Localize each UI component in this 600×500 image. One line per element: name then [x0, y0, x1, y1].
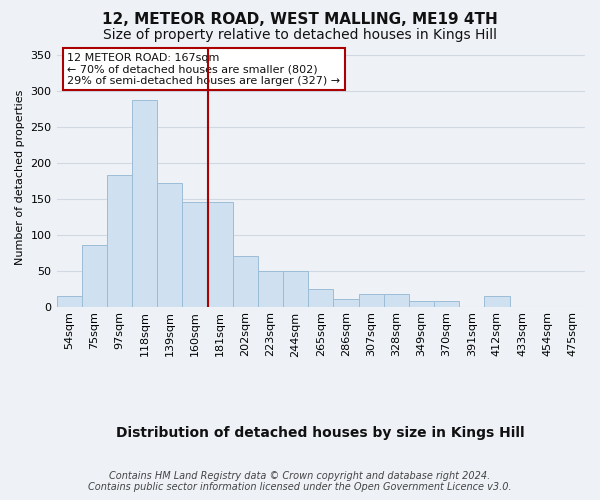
Text: Contains HM Land Registry data © Crown copyright and database right 2024.
Contai: Contains HM Land Registry data © Crown c…	[88, 471, 512, 492]
Bar	[82, 246, 107, 306]
Text: 12 METEOR ROAD: 167sqm
← 70% of detached houses are smaller (802)
29% of semi-de: 12 METEOR ROAD: 167sqm ← 70% of detached…	[67, 52, 340, 86]
Bar	[409, 301, 434, 306]
Bar	[359, 294, 383, 306]
Bar	[308, 288, 334, 306]
Bar	[484, 296, 509, 306]
Bar	[258, 270, 283, 306]
Y-axis label: Number of detached properties: Number of detached properties	[15, 90, 25, 264]
Text: 12, METEOR ROAD, WEST MALLING, ME19 4TH: 12, METEOR ROAD, WEST MALLING, ME19 4TH	[102, 12, 498, 28]
X-axis label: Distribution of detached houses by size in Kings Hill: Distribution of detached houses by size …	[116, 426, 525, 440]
Bar	[383, 294, 409, 306]
Bar	[334, 300, 359, 306]
Text: Size of property relative to detached houses in Kings Hill: Size of property relative to detached ho…	[103, 28, 497, 42]
Bar	[434, 301, 459, 306]
Bar	[182, 202, 208, 306]
Bar	[157, 183, 182, 306]
Bar	[132, 100, 157, 306]
Bar	[208, 202, 233, 306]
Bar	[283, 270, 308, 306]
Bar	[56, 296, 82, 306]
Bar	[107, 175, 132, 306]
Bar	[233, 256, 258, 306]
